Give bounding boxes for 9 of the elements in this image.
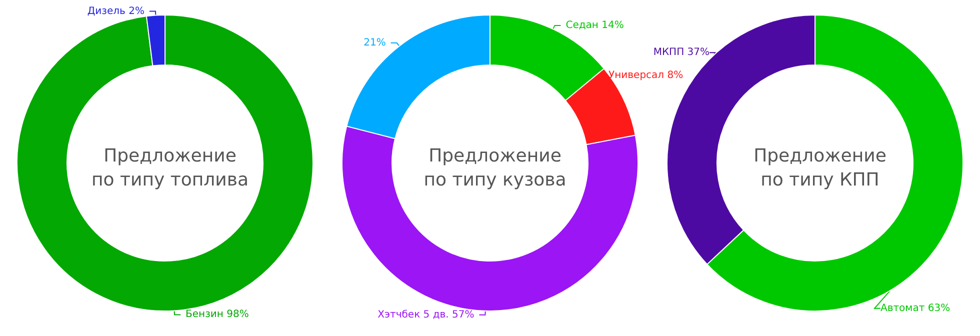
- text: Предложение по типу КПП: [754, 146, 886, 190]
- text: Предложение по типу кузова: [424, 146, 566, 190]
- text: Предложение по типу топлива: [92, 146, 248, 190]
- data-label: 21%: [364, 37, 386, 48]
- slice-label: Бензин 98%: [186, 309, 249, 320]
- slice-label: Дизель 2%: [87, 6, 144, 17]
- slice-label: Универсал 8%: [608, 70, 684, 81]
- slice-label: Хэтчбек 5 дв. 57%: [378, 309, 474, 320]
- slice-label: Седан 14%: [566, 20, 624, 31]
